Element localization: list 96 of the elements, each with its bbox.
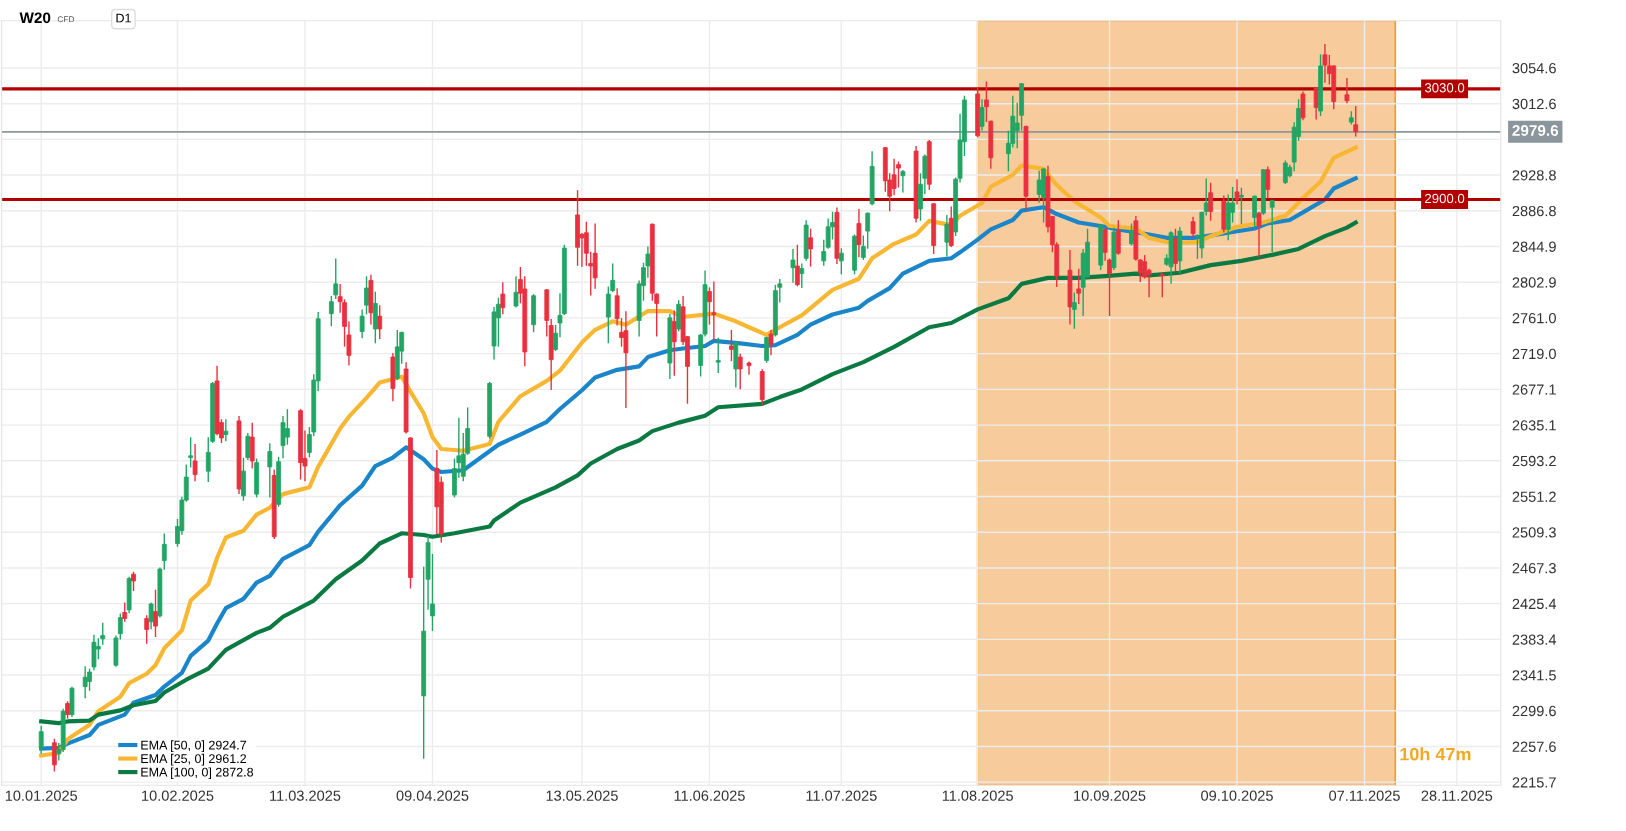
candlestick — [1256, 211, 1262, 258]
x-tick-label: 07.11.2025 — [1329, 790, 1400, 801]
candlestick — [188, 437, 194, 468]
candlestick — [1203, 178, 1209, 216]
x-tick-label: 10.02.2025 — [142, 790, 214, 801]
y-tick-label: 2299.6 — [1512, 705, 1556, 717]
candlestick — [1322, 43, 1328, 83]
y-tick-label: 2761.0 — [1512, 313, 1556, 324]
candlestick — [944, 215, 950, 257]
candlestick — [192, 444, 198, 482]
x-tick-label: 10.01.2025 — [5, 790, 78, 801]
candlestick — [671, 310, 677, 376]
candlestick — [1282, 160, 1288, 185]
legend-label: EMA [50, 0] 2924.7 — [141, 740, 247, 752]
candlestick — [513, 276, 519, 308]
candlestick — [1190, 216, 1196, 238]
candlestick — [82, 666, 88, 699]
candlestick — [328, 295, 334, 327]
candlestick — [153, 589, 158, 638]
candlestick — [799, 263, 805, 288]
y-tick-label: 2593.2 — [1512, 455, 1556, 467]
candlestick — [148, 602, 154, 630]
y-tick-label: 2719.0 — [1512, 348, 1556, 360]
y-tick-label: 2215.7 — [1512, 777, 1556, 788]
y-tick-label: 2383.4 — [1512, 634, 1557, 645]
y-tick-label: 2928.8 — [1512, 170, 1556, 181]
candlestick — [1208, 182, 1214, 221]
y-tick-label: 2802.9 — [1512, 277, 1556, 288]
y-tick-label: 2677.1 — [1512, 384, 1556, 395]
candlestick — [1344, 77, 1350, 104]
x-tick-label: 09.04.2025 — [396, 790, 469, 801]
x-tick-label: 11.03.2025 — [270, 790, 341, 801]
x-tick-label: 11.08.2025 — [942, 790, 1013, 801]
legend-label: EMA [25, 0] 2961.2 — [141, 753, 247, 766]
chart-title: W20 — [19, 12, 51, 24]
candlestick — [715, 337, 721, 374]
annotation: 10h 47m — [1400, 747, 1471, 761]
y-tick-label: 2844.9 — [1512, 241, 1556, 252]
candlestick — [711, 281, 717, 341]
candlestick — [821, 239, 827, 266]
y-tick-label: 2341.5 — [1512, 670, 1556, 681]
y-tick-label: 3012.6 — [1512, 98, 1556, 110]
x-tick-label: 13.05.2025 — [546, 790, 618, 801]
y-tick-label: 2425.4 — [1512, 598, 1557, 610]
candlestick — [1300, 91, 1306, 121]
y-tick-label: 2635.1 — [1512, 420, 1556, 431]
candlestick — [1269, 199, 1275, 253]
candlestick — [1071, 292, 1077, 329]
x-tick-label: 10.09.2025 — [1074, 790, 1146, 801]
candlestick — [267, 443, 273, 498]
chart-subtitle: CFD — [57, 16, 75, 23]
x-tick-label: 11.07.2025 — [806, 790, 877, 801]
candlestick — [51, 738, 57, 772]
legend-label: EMA [100, 0] 2872.8 — [141, 767, 254, 780]
candlestick — [144, 615, 150, 644]
candlestick — [623, 311, 629, 408]
y-tick-label: 2509.3 — [1512, 527, 1556, 538]
x-tick-label: 09.10.2025 — [1201, 790, 1273, 801]
candlestick — [1239, 187, 1244, 225]
y-tick-label: 2467.3 — [1512, 563, 1556, 574]
y-tick-label: 3054.6 — [1512, 63, 1556, 74]
candlestick — [38, 725, 44, 754]
candlestick — [245, 432, 251, 460]
candlestick — [737, 353, 743, 390]
candlestick — [1353, 106, 1359, 137]
annotation: D1 — [116, 13, 131, 23]
y-tick-label: 2886.8 — [1512, 205, 1556, 217]
candlestick — [838, 248, 844, 275]
y-tick-label: 2257.6 — [1512, 741, 1556, 752]
x-tick-label: 28.11.2025 — [1421, 790, 1493, 801]
ref-line-label: 2900.0 — [1425, 193, 1465, 204]
candlestick — [794, 244, 800, 287]
candlestick — [900, 169, 906, 193]
candlestick — [979, 99, 985, 131]
candlestick — [377, 305, 383, 340]
ref-line-label: 2979.6 — [1512, 125, 1559, 136]
candlestick — [764, 336, 769, 363]
candlestick — [1076, 268, 1082, 305]
candlestick — [500, 282, 506, 315]
candlestick — [790, 249, 796, 283]
candlestick — [1252, 195, 1257, 228]
candlestick — [1265, 166, 1271, 199]
candlestick — [1159, 272, 1165, 298]
candlestick — [333, 258, 339, 300]
x-tick-label: 11.06.2025 — [674, 790, 745, 801]
candlestick — [729, 329, 734, 362]
candlestick — [746, 361, 752, 375]
candlestick — [223, 419, 229, 442]
candlestick — [808, 228, 813, 267]
candlestick — [768, 329, 774, 356]
ref-line-label: 3030.0 — [1424, 83, 1465, 93]
candlestick — [1234, 179, 1240, 205]
candlestick — [359, 309, 365, 339]
candlestick — [1115, 220, 1121, 255]
y-tick-label: 2551.2 — [1512, 491, 1556, 502]
candlestick — [284, 409, 290, 445]
